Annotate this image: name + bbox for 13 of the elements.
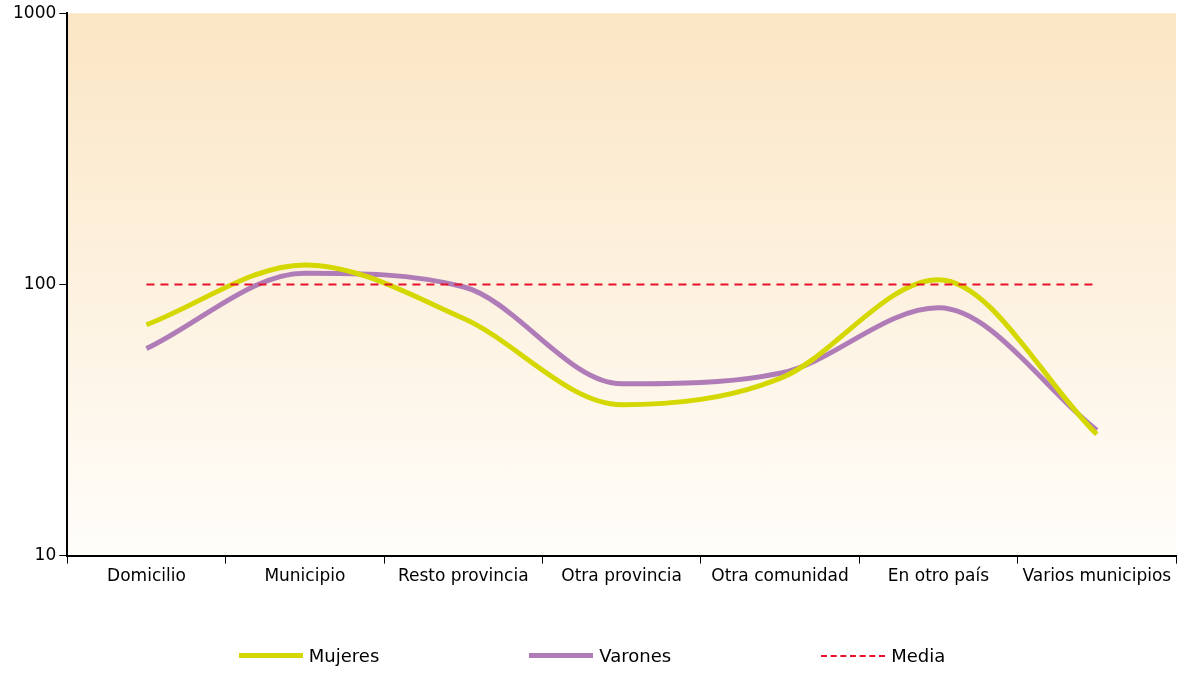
legend-label: Media xyxy=(891,645,946,666)
x-tick-label: Varios municipios xyxy=(1022,565,1172,586)
x-tick-label: En otro país xyxy=(887,565,990,586)
legend-label: Varones xyxy=(599,645,672,666)
x-tick-label: Municipio xyxy=(264,565,346,586)
x-tick-label: Domicilio xyxy=(107,565,186,586)
legend-label: Mujeres xyxy=(308,645,380,666)
y-tick-label: 10 xyxy=(34,544,57,565)
y-tick-label: 100 xyxy=(23,272,57,293)
x-tick-label: Resto provincia xyxy=(397,565,529,586)
x-tick-label: Otra comunidad xyxy=(711,565,849,586)
x-tick-label: Otra provincia xyxy=(561,565,682,586)
y-tick-label: 1000 xyxy=(13,1,57,22)
